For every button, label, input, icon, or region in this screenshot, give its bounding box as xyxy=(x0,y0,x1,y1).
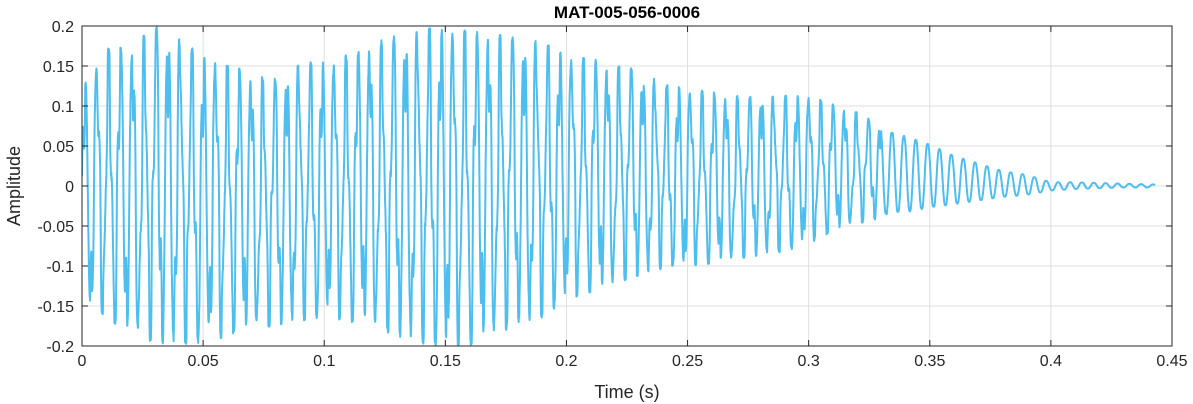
y-tick-label: -0.15 xyxy=(38,299,75,316)
y-tick-label: 0 xyxy=(65,179,74,196)
x-tick-label: 0.1 xyxy=(313,353,335,370)
x-tick-label: 0.25 xyxy=(672,353,703,370)
y-tick-label: 0.1 xyxy=(52,99,74,116)
x-tick-label: 0.4 xyxy=(1040,353,1062,370)
y-axis-ticks: -0.2 -0.15 -0.1 -0.05 0 0.05 0.1 0.15 0.2 xyxy=(38,19,1172,356)
x-tick-label: 0.45 xyxy=(1156,353,1187,370)
y-axis-label: Amplitude xyxy=(4,146,24,226)
x-tick-label: 0.05 xyxy=(188,353,219,370)
y-tick-label: -0.2 xyxy=(46,339,74,356)
x-tick-label: 0.2 xyxy=(555,353,577,370)
x-tick-label: 0.3 xyxy=(798,353,820,370)
y-tick-label: 0.05 xyxy=(43,139,74,156)
y-tick-label: -0.1 xyxy=(46,259,74,276)
x-tick-label: 0.35 xyxy=(914,353,945,370)
chart-title: MAT-005-056-0006 xyxy=(554,3,700,22)
y-tick-label: 0.15 xyxy=(43,59,74,76)
x-axis-label: Time (s) xyxy=(594,382,659,402)
x-tick-label: 0.15 xyxy=(430,353,461,370)
amplitude-series-line xyxy=(82,26,1156,346)
x-tick-label: 0 xyxy=(78,353,87,370)
plot-area xyxy=(82,26,1156,346)
x-axis-ticks: 0 0.05 0.1 0.15 0.2 0.25 0.3 0.35 0.4 0.45 xyxy=(78,26,1188,370)
y-tick-label: -0.05 xyxy=(38,219,75,236)
y-tick-label: 0.2 xyxy=(52,19,74,36)
